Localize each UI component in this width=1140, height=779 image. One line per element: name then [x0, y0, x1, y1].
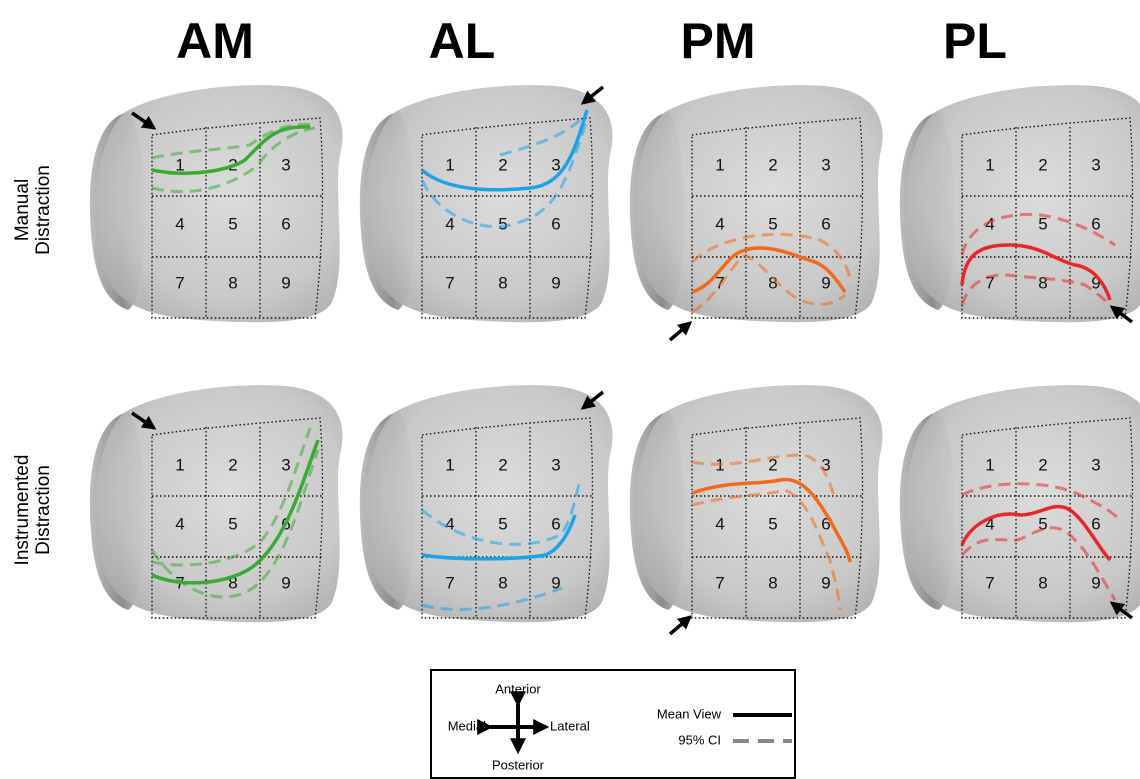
cell-label: 2	[498, 155, 507, 174]
cell-label: 1	[985, 455, 994, 474]
cell-label: 6	[551, 214, 560, 233]
cell-label: 8	[1038, 573, 1047, 592]
cell-label: 4	[175, 514, 184, 533]
cell-label: 6	[1091, 214, 1100, 233]
cell-label: 7	[715, 573, 724, 592]
legend-anterior: Anterior	[495, 681, 541, 696]
cell-label: 2	[498, 455, 507, 474]
column-title: AL	[429, 13, 496, 69]
cell-label: 4	[175, 214, 184, 233]
cell-label: 1	[715, 155, 724, 174]
cell-label: 3	[821, 155, 830, 174]
cell-label: 7	[445, 273, 454, 292]
cell-label: 7	[175, 273, 184, 292]
cell-label: 5	[498, 514, 507, 533]
cell-label: 3	[281, 155, 290, 174]
bone-outline	[95, 85, 342, 322]
legend-posterior: Posterior	[492, 757, 545, 772]
bone-outline	[95, 385, 342, 622]
cell-label: 6	[1091, 514, 1100, 533]
cell-label: 5	[498, 214, 507, 233]
cell-label: 9	[281, 573, 290, 592]
cell-label: 3	[551, 455, 560, 474]
cell-label: 5	[768, 214, 777, 233]
legend-medial: Medial	[448, 718, 486, 733]
knee-panel: 123456789	[630, 385, 883, 622]
cell-label: 8	[228, 273, 237, 292]
legend-lateral: Lateral	[550, 718, 590, 733]
cell-label: 8	[498, 273, 507, 292]
bone-outline	[365, 85, 612, 322]
knee-panel: 123456789	[900, 85, 1140, 322]
cell-label: 3	[1091, 455, 1100, 474]
row-label: Manual	[12, 179, 33, 241]
cell-label: 2	[1038, 155, 1047, 174]
cell-label: 9	[1091, 573, 1100, 592]
row-label: Distraction	[33, 465, 54, 555]
cell-label: 8	[1038, 273, 1047, 292]
pointer-arrow	[670, 323, 690, 340]
bone-outline	[905, 385, 1140, 622]
cell-label: 9	[821, 273, 830, 292]
cell-label: 4	[715, 514, 724, 533]
cell-label: 2	[228, 455, 237, 474]
bone-outline	[635, 385, 882, 622]
bone-outline	[635, 85, 882, 322]
cell-label: 6	[281, 214, 290, 233]
cell-label: 7	[985, 573, 994, 592]
legend-ci: 95% CI	[678, 732, 721, 747]
cell-label: 9	[281, 273, 290, 292]
cell-label: 1	[175, 455, 184, 474]
cell-label: 2	[1038, 455, 1047, 474]
column-title: PM	[681, 13, 756, 69]
cell-label: 1	[985, 155, 994, 174]
legend-mean: Mean View	[657, 706, 722, 721]
row-label: Instrumented	[12, 455, 33, 566]
row-label: Distraction	[33, 165, 54, 255]
cell-label: 4	[715, 214, 724, 233]
cell-label: 2	[768, 155, 777, 174]
cell-label: 5	[768, 514, 777, 533]
figure: 1 2 3 4 5 6 7 8 9 1 2 3 4 5 6 7 8 9 1 2 3 4 5 6 7 8 9 1 2 3 4 5 6 7 8 9 1 2 3 4…	[0, 0, 1140, 779]
cell-label: 1	[445, 155, 454, 174]
cell-label: 6	[821, 214, 830, 233]
cell-label: 1	[445, 455, 454, 474]
legend: Anterior Medial Lateral Posterior Mean V…	[431, 670, 795, 778]
column-title: AM	[176, 13, 254, 69]
column-title: PL	[943, 13, 1007, 69]
cell-label: 8	[768, 573, 777, 592]
cell-label: 6	[551, 514, 560, 533]
cell-label: 4	[445, 214, 454, 233]
cell-label: 9	[821, 573, 830, 592]
pointer-arrow	[670, 617, 690, 634]
cell-label: 5	[228, 514, 237, 533]
cell-label: 4	[445, 514, 454, 533]
cell-label: 5	[228, 214, 237, 233]
cell-label: 9	[551, 273, 560, 292]
cell-label: 3	[281, 455, 290, 474]
cell-label: 8	[498, 573, 507, 592]
cell-label: 3	[1091, 155, 1100, 174]
cell-label: 7	[445, 573, 454, 592]
